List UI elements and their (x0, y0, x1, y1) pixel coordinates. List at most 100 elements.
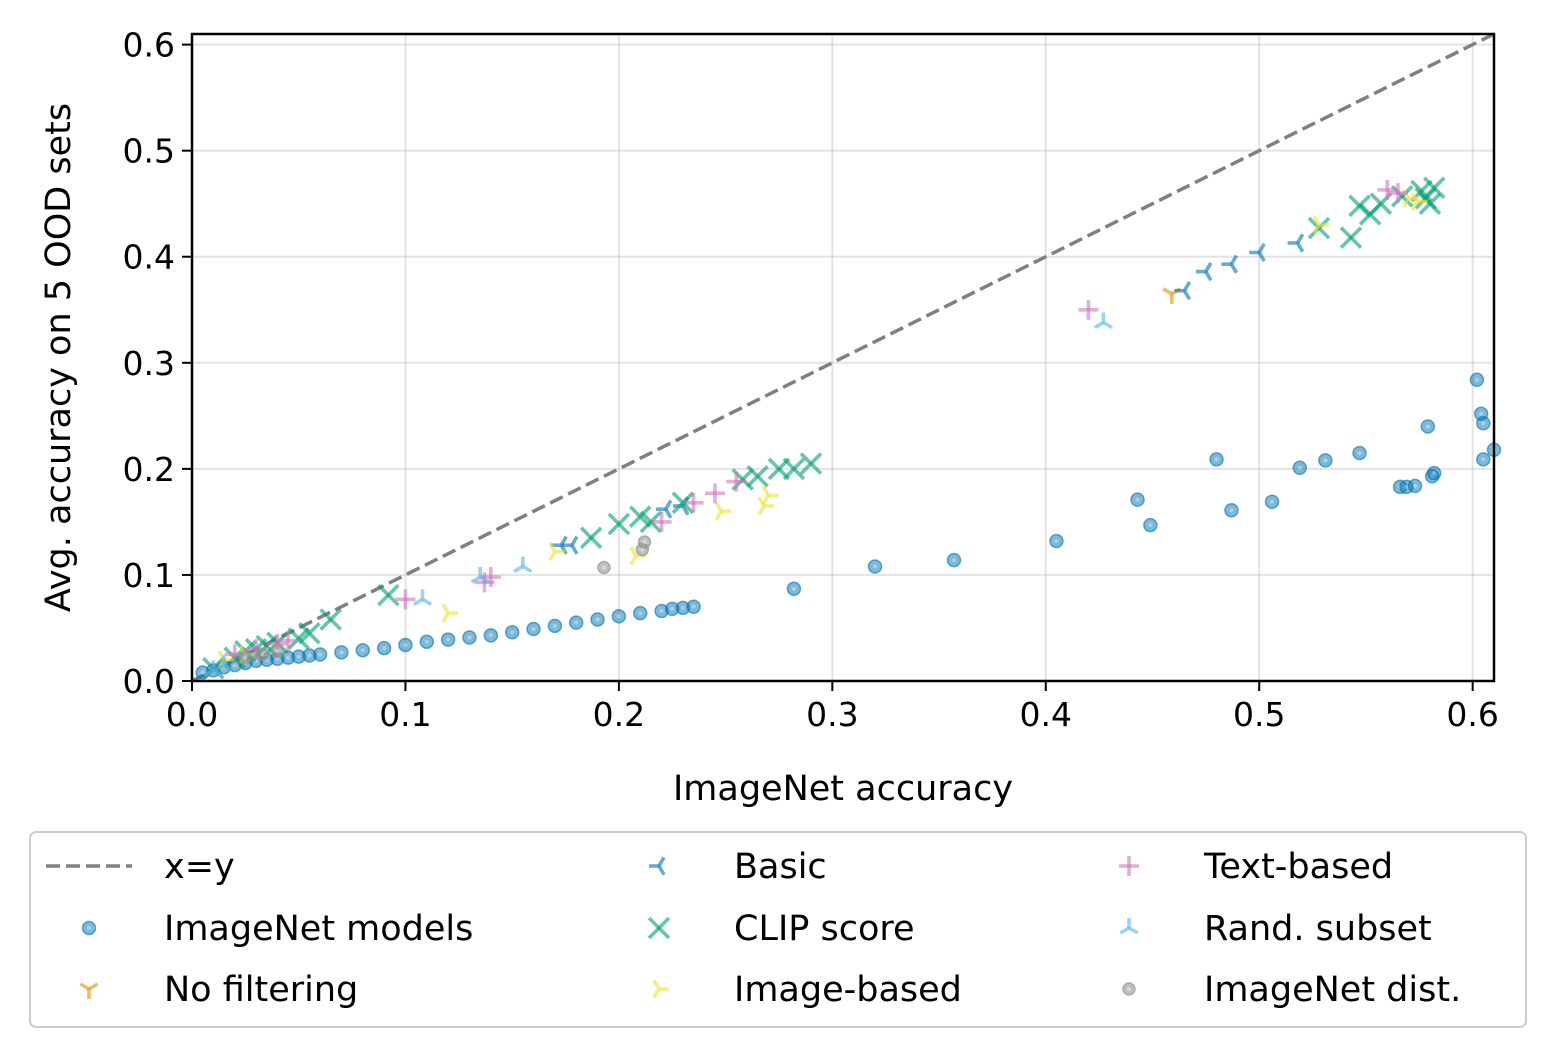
data-point (377, 583, 400, 607)
legend-label: Basic (734, 847, 827, 887)
y-tick-label: 0.0 (123, 662, 175, 701)
data-point (255, 647, 270, 662)
data-point (278, 630, 299, 651)
data-point (782, 457, 806, 481)
legend-entry: No filtering (79, 970, 358, 1010)
data-point (1339, 226, 1363, 249)
data-point (1078, 299, 1099, 320)
data-point (1143, 517, 1158, 533)
reference-line-layer (191, 32, 1495, 683)
data-point (714, 501, 732, 521)
data-point (419, 634, 435, 650)
data-point (376, 640, 392, 656)
data-point (1221, 254, 1239, 274)
data-point (704, 483, 725, 504)
data-point (319, 608, 343, 631)
grid (191, 34, 1494, 682)
data-point (597, 560, 611, 575)
series-basic (551, 233, 1305, 555)
data-point (1426, 465, 1442, 481)
data-point (579, 526, 603, 550)
data-point (1224, 502, 1239, 518)
data-point (799, 452, 823, 475)
data-point (1209, 452, 1224, 467)
data-point (470, 567, 490, 584)
data-point (761, 485, 779, 505)
data-point (1418, 192, 1442, 215)
data-point (441, 603, 459, 623)
legend-label: Rand. subset (1204, 909, 1432, 949)
data-point (1093, 312, 1113, 330)
data-point (1195, 262, 1213, 282)
plot-frame (190, 32, 1496, 683)
data-point (1249, 242, 1266, 263)
legend-handle (649, 856, 666, 876)
series-image-based (217, 188, 1428, 670)
data-point (654, 603, 669, 619)
data-points (195, 176, 1502, 680)
x-axis-label: ImageNet accuracy (673, 769, 1013, 809)
data-point (398, 637, 413, 653)
data-point (1287, 233, 1305, 253)
data-point (1422, 176, 1446, 200)
data-point (1049, 533, 1064, 549)
series-imagenet-models (195, 372, 1502, 680)
data-point (639, 510, 663, 534)
legend-entry: CLIP score (647, 909, 915, 949)
legend-entry: Text-based (1119, 847, 1393, 887)
data-point (1410, 192, 1428, 212)
data-point (270, 644, 285, 659)
series-imagenet-dist (238, 535, 652, 665)
y-tick-label: 0.4 (123, 238, 175, 277)
data-point (1174, 281, 1192, 301)
data-point (1264, 494, 1280, 509)
data-point (651, 511, 672, 532)
legend-label: Text-based (1203, 847, 1393, 887)
data-point (504, 624, 520, 640)
data-point (203, 660, 223, 677)
data-point (355, 642, 371, 658)
data-point (786, 581, 802, 596)
data-point (302, 648, 317, 663)
x-tick-label: 0.2 (593, 695, 645, 734)
data-point (462, 630, 477, 645)
data-point (746, 465, 769, 488)
data-point (1476, 416, 1491, 431)
legend-label: x=y (164, 847, 235, 887)
data-point (214, 655, 234, 672)
legend-handle (1122, 982, 1136, 996)
data-point (334, 645, 349, 660)
legend-handle (647, 916, 671, 940)
data-point (298, 621, 321, 645)
data-point (632, 605, 648, 621)
legend-label: ImageNet models (164, 909, 473, 949)
y-tick-label: 0.3 (123, 344, 175, 383)
data-point (1130, 492, 1145, 507)
data-point (655, 499, 673, 519)
data-point (561, 535, 579, 555)
data-point (607, 512, 631, 536)
y-tick-label: 0.2 (123, 450, 175, 489)
legend: x=y ImageNet models No filtering Basic CLIP … (29, 831, 1527, 1028)
data-point (440, 632, 456, 647)
axis-ticks: 0.0 0.1 0.2 0.3 0.4 0.5 0.6 0.0 0.1 0.2 0.3 0.4 0.5 0… (123, 26, 1499, 734)
legend-handle (79, 982, 99, 999)
data-point (1469, 372, 1485, 388)
data-point (1420, 419, 1436, 434)
legend-label: ImageNet dist. (1204, 970, 1461, 1010)
x-tick-label: 0.6 (1446, 695, 1498, 734)
legend-handle (1119, 856, 1139, 876)
legend-handle (81, 920, 97, 936)
data-point (526, 621, 541, 637)
data-point (1352, 445, 1367, 461)
data-point (757, 496, 775, 516)
x-equals-y-line (191, 32, 1495, 683)
data-point (480, 567, 501, 588)
legend-entry: ImageNet dist. (1122, 970, 1461, 1010)
y-tick-label: 0.6 (123, 26, 175, 65)
legend-handle (1119, 918, 1139, 935)
data-point (1312, 215, 1329, 235)
data-point (1387, 183, 1408, 204)
data-point (412, 589, 433, 606)
